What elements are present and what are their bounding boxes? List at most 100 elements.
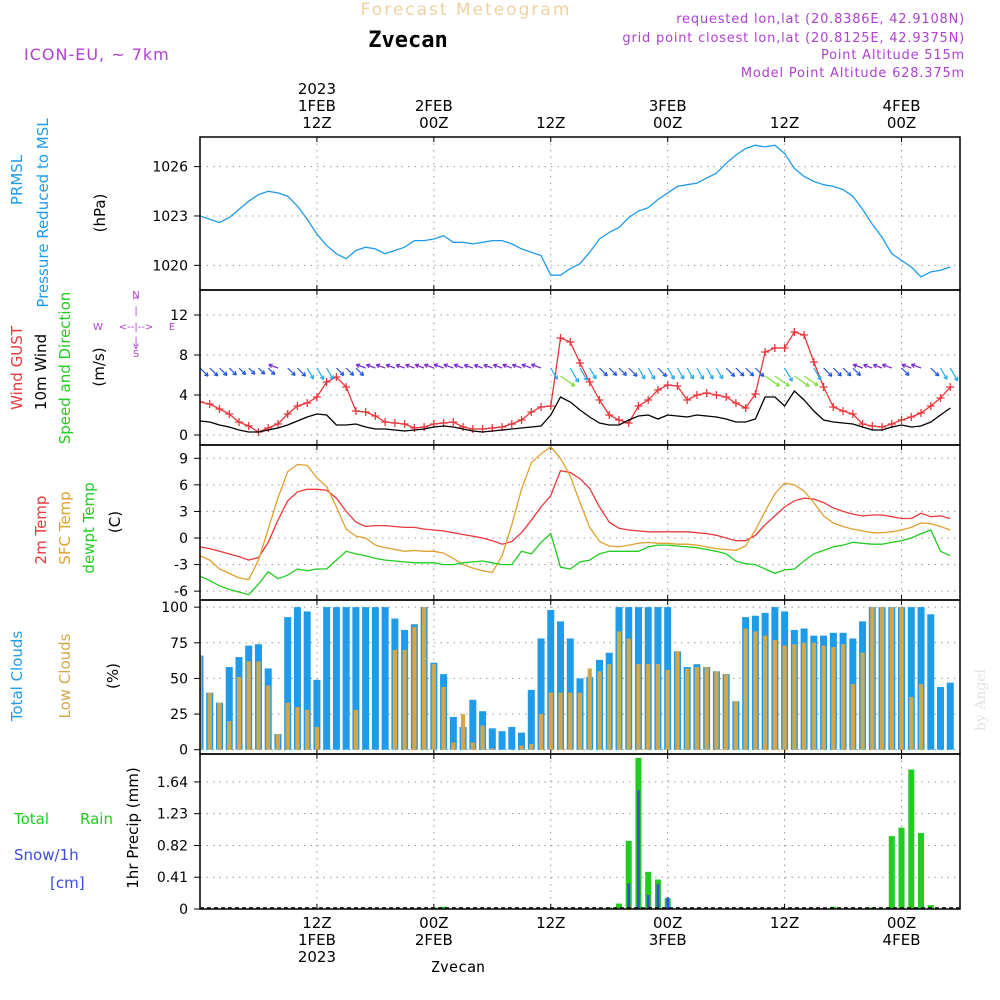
svg-text:(hPa): (hPa) — [91, 194, 109, 233]
low-cloud-bar — [587, 668, 592, 750]
clouds-ytick-label: 50 — [170, 671, 188, 687]
wind-arrow — [794, 375, 810, 387]
svg-text:|: | — [134, 306, 137, 317]
total-cloud-bar — [362, 607, 370, 750]
bottom-time-label: 00Z — [887, 914, 916, 932]
wind-arrow-head — [405, 363, 410, 369]
gust-marker — [200, 398, 204, 406]
wind-arrow — [715, 367, 724, 380]
wind-arrow — [735, 367, 745, 377]
clouds-ytick-label: 75 — [170, 636, 188, 652]
wind-arrow — [784, 367, 793, 382]
low-cloud-bar — [607, 664, 612, 750]
gust-marker — [751, 390, 760, 398]
low-cloud-bar — [392, 649, 397, 750]
pressure-ytick-label: 1023 — [152, 209, 188, 225]
low-cloud-bar — [646, 664, 651, 750]
wind-arrow-head — [511, 363, 517, 369]
wind-arrow-head — [359, 371, 365, 377]
low-cloud-bar — [441, 686, 446, 750]
wind-arrow-head — [592, 374, 597, 380]
gust-marker — [761, 348, 770, 356]
temp-ylabels: 2m Temp SFC Temp dewpt Temp (C) — [32, 482, 124, 573]
wind-arrow — [200, 367, 209, 377]
wind-arrow-head — [232, 371, 237, 376]
low-cloud-bar — [314, 726, 320, 750]
total-cloud-bar — [937, 686, 945, 750]
svg-text:Total: Total — [13, 810, 49, 828]
gust-marker — [234, 418, 243, 426]
low-cloud-bar — [431, 664, 436, 750]
wind-arrow-head — [788, 377, 793, 382]
wind-arrow-head — [268, 363, 273, 369]
wind-arrow-head — [433, 363, 439, 368]
low-cloud-bar — [879, 607, 885, 750]
wind-arrow-head — [443, 363, 448, 368]
svg-text:W: W — [93, 322, 103, 333]
wind-arrow-head — [339, 371, 345, 377]
temperature-ytick-label: 0 — [179, 531, 188, 547]
gust-marker — [644, 396, 653, 404]
wind-arrow — [531, 363, 542, 369]
gust-marker — [702, 389, 711, 397]
snow-bar — [637, 790, 640, 909]
total-cloud-bar — [488, 728, 496, 750]
wind-arrow-head — [689, 374, 695, 380]
top-time-label: 12Z — [302, 114, 331, 132]
wind-arrow — [414, 364, 425, 369]
gust-marker — [264, 424, 273, 432]
temperature-ytick-label: -3 — [174, 558, 188, 574]
gust-marker — [712, 391, 721, 399]
top-time-label: 12Z — [536, 114, 565, 132]
clouds-ytick-label: 100 — [161, 600, 188, 616]
model-label: ICON-EU, ~ 7km — [24, 45, 170, 64]
bottom-time-label: 1FEB — [298, 931, 336, 949]
gust-marker — [546, 402, 555, 410]
bottom-time-label: 2FEB — [415, 931, 453, 949]
wind-ytick-label: 4 — [179, 388, 188, 404]
wind-arrow-head — [934, 371, 940, 377]
bottom-time-label: 12Z — [536, 914, 565, 932]
wind-frame — [199, 289, 961, 446]
gust-marker — [517, 416, 526, 424]
gust-marker — [459, 423, 468, 431]
wind-arrow-head — [473, 363, 479, 369]
wind-arrow-head — [574, 378, 579, 383]
wind-arrow-head — [453, 363, 459, 369]
low-cloud-bar — [918, 684, 924, 750]
gust-marker — [936, 394, 945, 402]
wind-arrow-head — [603, 371, 608, 377]
precip-ytick-label: 1.64 — [157, 775, 188, 791]
wind-arrow — [464, 364, 474, 369]
low-cloud-bar — [792, 644, 797, 750]
snow-bar — [646, 895, 650, 909]
wind-arrow — [385, 364, 396, 369]
wind-arrow-head — [270, 370, 276, 376]
low-cloud-bar — [227, 721, 232, 750]
rain-bar — [440, 906, 447, 909]
low-cloud-bar — [616, 631, 622, 750]
gust-marker — [614, 416, 623, 424]
gust-marker — [205, 400, 214, 408]
wind-arrow-head — [852, 363, 858, 368]
wind-arrow-head — [319, 375, 325, 380]
snow-bar — [627, 883, 631, 909]
wind-arrow — [637, 367, 646, 380]
low-cloud-bar — [451, 742, 456, 750]
low-cloud-bar — [200, 655, 203, 750]
wind-arrow — [355, 367, 364, 377]
low-cloud-bar — [412, 627, 417, 750]
total-cloud-bar — [323, 607, 331, 750]
low-cloud-bar — [275, 734, 281, 750]
wind-arrow — [335, 367, 345, 376]
wind-arrow — [813, 367, 822, 381]
wind-ytick-label: 0 — [179, 428, 188, 444]
pressure-frame — [199, 136, 961, 291]
wind-arrow — [493, 364, 503, 369]
svg-text:Wind GUST: Wind GUST — [8, 325, 26, 410]
wind-arrow-head — [759, 372, 765, 378]
gust-marker — [653, 386, 662, 394]
svg-text:(%): (%) — [104, 663, 122, 689]
gust-marker — [634, 402, 643, 410]
low-cloud-bar — [831, 647, 836, 750]
